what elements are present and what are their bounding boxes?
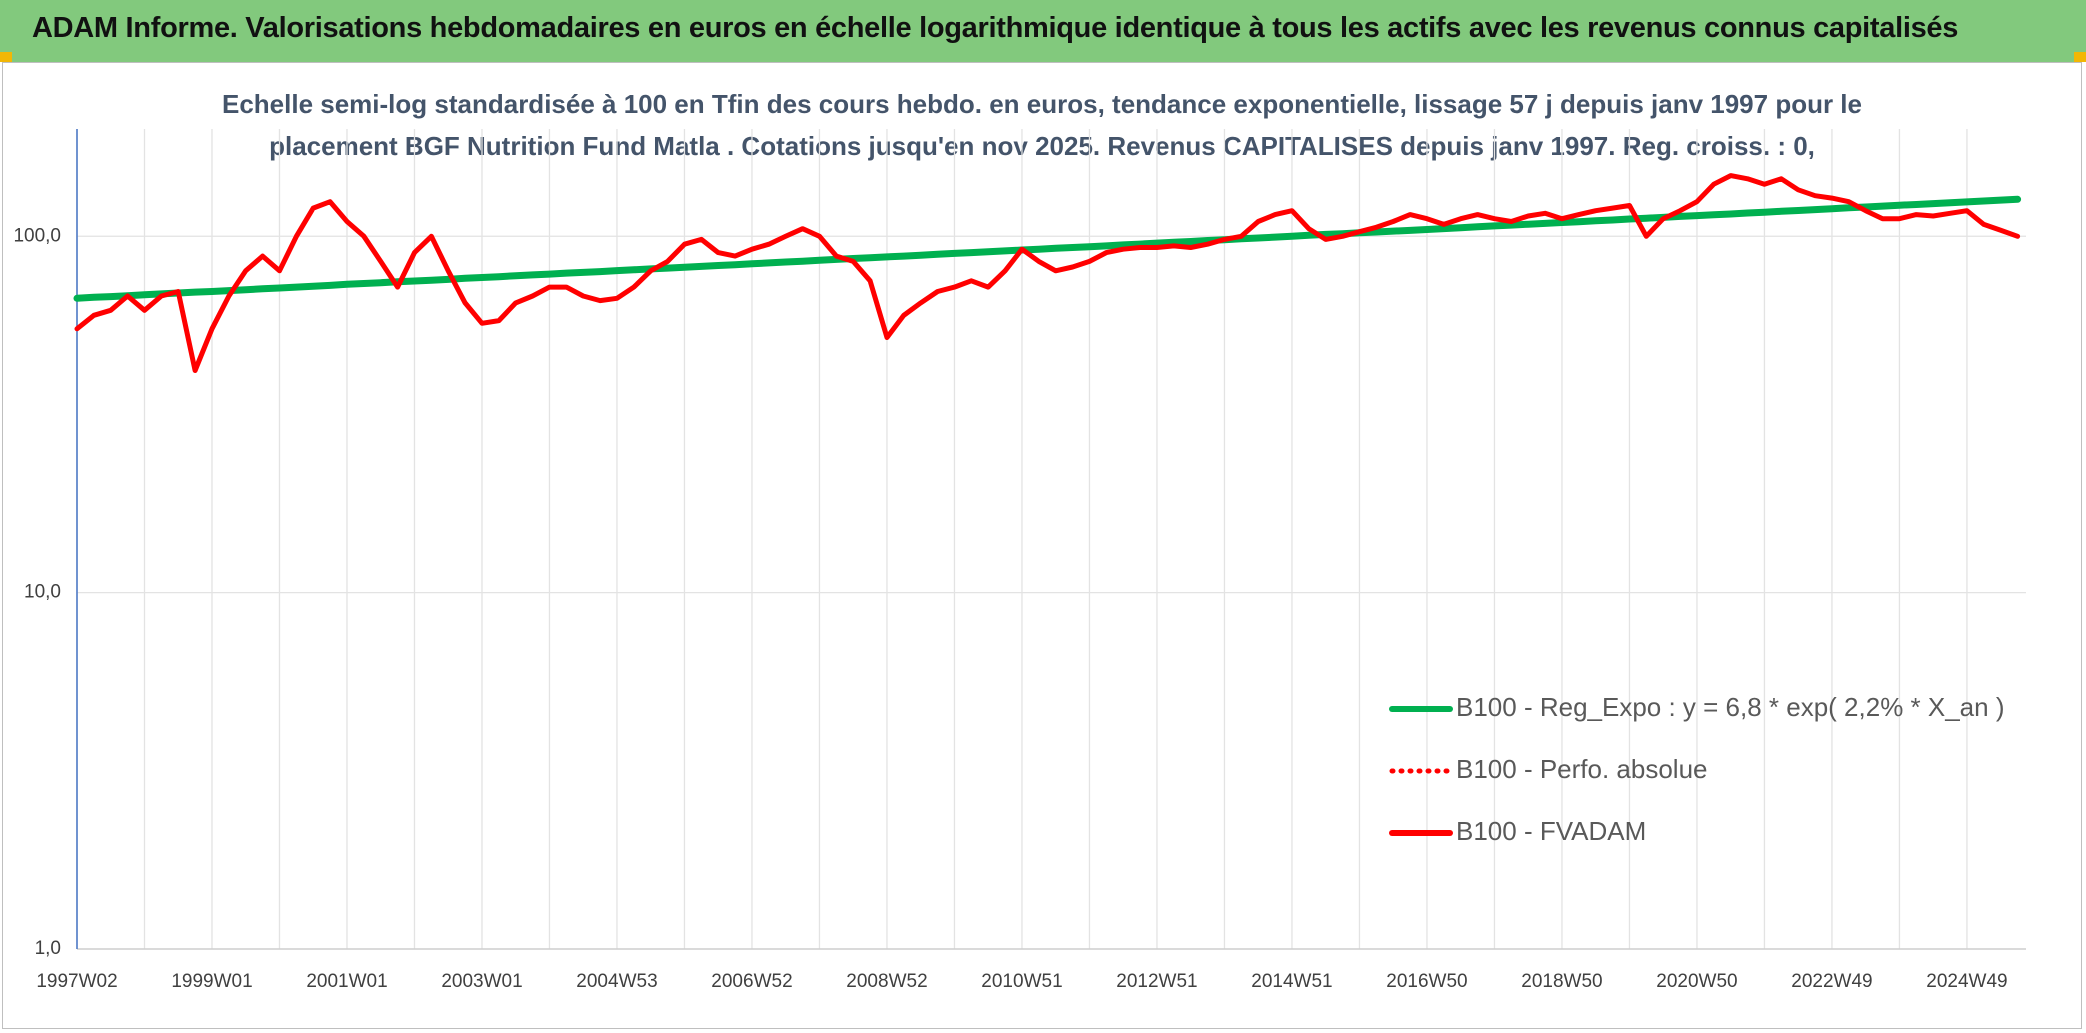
y-tick-label: 100,0 <box>13 225 61 246</box>
x-tick-label: 2003W01 <box>441 971 522 992</box>
y-tick-label: 10,0 <box>24 582 61 603</box>
legend-label: B100 - Perfo. absolue <box>1456 754 1708 784</box>
x-tick-label: 2012W51 <box>1116 971 1197 992</box>
x-tick-label: 2024W49 <box>1926 971 2007 992</box>
x-tick-label: 1999W01 <box>171 971 252 992</box>
corner-mark <box>0 52 12 62</box>
corner-mark <box>2074 52 2086 62</box>
data-line <box>73 195 2022 302</box>
chart-frame <box>2 62 2082 1029</box>
x-tick-label: 2008W52 <box>846 971 927 992</box>
x-tick-label: 2020W50 <box>1656 971 1737 992</box>
legend-label: B100 - Reg_Expo : y = 6,8 * exp( 2,2% * … <box>1456 692 2005 722</box>
x-tick-label: 2006W52 <box>711 971 792 992</box>
x-tick-label: 2018W50 <box>1521 971 1602 992</box>
header: ADAM Informe. Valorisations hebdomadaire… <box>0 0 2086 62</box>
header-title: ADAM Informe. Valorisations hebdomadaire… <box>32 12 1959 44</box>
y-tick-label: 1,0 <box>35 938 61 959</box>
x-tick-label: 1997W02 <box>36 971 117 992</box>
chart-title: placement BGF Nutrition Fund Matla . Cot… <box>269 131 1815 161</box>
x-tick-label: 2016W50 <box>1386 971 1467 992</box>
x-tick-label: 2010W51 <box>981 971 1062 992</box>
chart-title: Echelle semi-log standardisée à 100 en T… <box>222 89 1862 119</box>
x-tick-label: 2014W51 <box>1251 971 1332 992</box>
x-tick-label: 2022W49 <box>1791 971 1872 992</box>
x-tick-label: 2001W01 <box>306 971 387 992</box>
data-line <box>74 173 2021 373</box>
legend-label: B100 - FVADAM <box>1456 816 1646 846</box>
x-tick-label: 2004W53 <box>576 971 657 992</box>
